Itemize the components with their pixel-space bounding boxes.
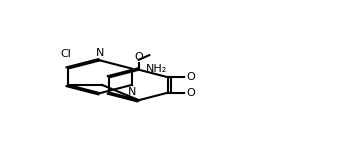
Text: O: O: [187, 88, 195, 98]
Text: N: N: [96, 48, 104, 58]
Text: Cl: Cl: [60, 49, 71, 59]
Text: O: O: [187, 72, 195, 82]
Text: O: O: [135, 52, 143, 62]
Text: NH₂: NH₂: [146, 64, 167, 74]
Text: N: N: [127, 87, 136, 97]
